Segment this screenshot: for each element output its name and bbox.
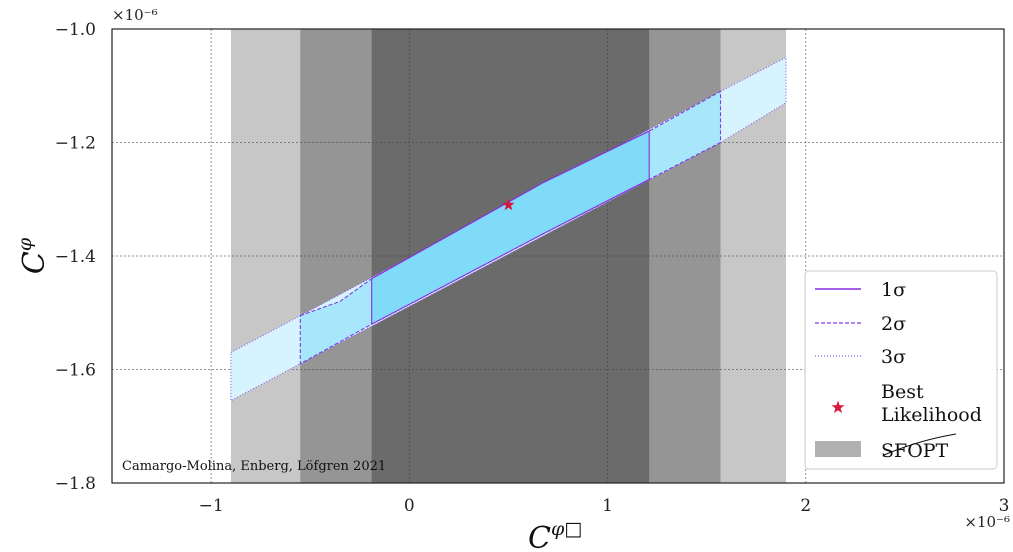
- region-solid: [371, 130, 650, 326]
- y-tick-label: −1.4: [55, 247, 96, 267]
- x-axis-scale-label: ×10⁻⁶: [964, 513, 1010, 531]
- y-axis-scale-label: ×10⁻⁶: [112, 6, 158, 24]
- legend-best-label-line1: Best: [881, 381, 924, 403]
- legend-sfopt-strike: [883, 433, 957, 456]
- legend-star-icon: [831, 400, 845, 414]
- x-axis-ticks: −1 0 1 2 3: [199, 496, 1010, 516]
- legend-1sigma-label: 1σ: [881, 279, 906, 301]
- y-axis-ticks: −1.8 −1.6 −1.4 −1.2 −1.0: [55, 20, 96, 494]
- x-axis-label: Cφ□: [528, 518, 582, 552]
- y-tick-label: −1.0: [55, 20, 96, 40]
- x-tick-label: 0: [404, 496, 415, 516]
- y-axis-label-base: C: [17, 251, 52, 274]
- plot-frame: [111, 28, 1005, 484]
- y-tick-label: −1.2: [55, 134, 96, 154]
- y-axis-label: Cφ: [14, 237, 52, 274]
- legend-2sigma-label: 2σ: [881, 313, 906, 335]
- legend-best-label-line2: Likelihood: [881, 404, 982, 426]
- credit-annotation: Camargo-Molina, Enberg, Löfgren 2021: [122, 459, 386, 474]
- legend-frame: [804, 270, 998, 470]
- x-tick-label: 3: [999, 496, 1010, 516]
- x-tick-label: 2: [800, 496, 811, 516]
- best-likelihood-marker-group: [502, 198, 515, 211]
- legend: 1σ 2σ 3σ Best Likelihood SFOPT: [804, 270, 998, 470]
- sfopt-band-2: [300, 29, 721, 483]
- best-likelihood-star-icon: [502, 198, 515, 211]
- legend-sfopt-label: SFOPT: [881, 440, 949, 462]
- legend-3sigma-label: 3σ: [881, 346, 906, 368]
- confidence-regions: [230, 56, 787, 402]
- x-tick-label: 1: [602, 496, 613, 516]
- x-axis-label-superscript: φ□: [551, 518, 582, 540]
- y-axis-label-superscript: φ: [14, 237, 36, 251]
- y-tick-label: −1.6: [55, 361, 96, 381]
- x-axis-label-base: C: [528, 521, 551, 552]
- x-tick-label: −1: [199, 496, 224, 516]
- y-tick-label: −1.8: [55, 474, 96, 494]
- legend-sfopt-swatch: [815, 441, 861, 457]
